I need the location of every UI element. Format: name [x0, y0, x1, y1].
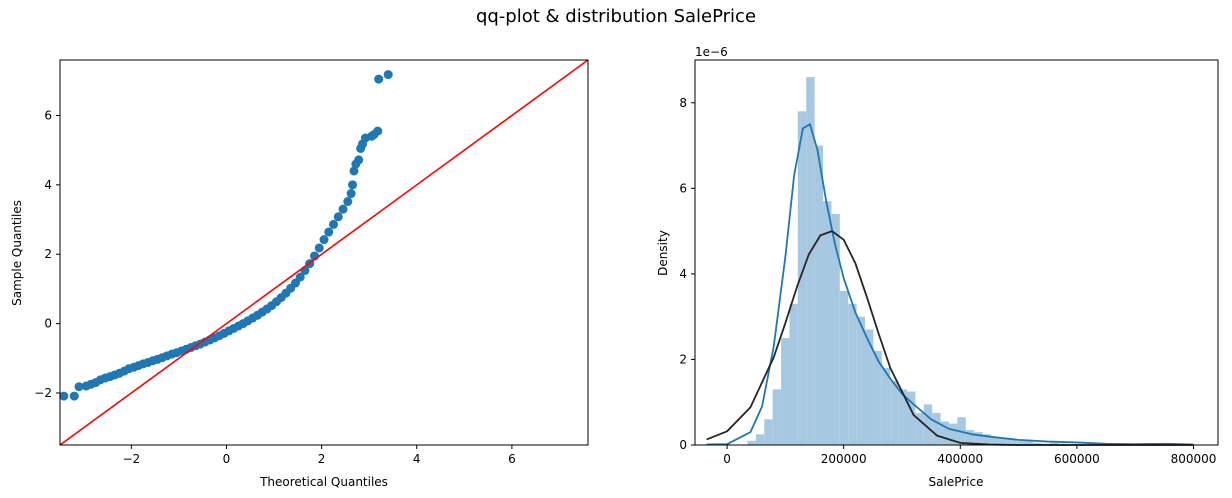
qq-point	[374, 74, 384, 84]
qq-x-axis-label: Theoretical Quantiles	[259, 475, 388, 489]
qq-point	[383, 70, 393, 80]
histogram-bar	[873, 350, 882, 445]
distribution-panel: 0 200000 400000 600000 800000 0 2 4 6 8 1e−6 Sal…	[656, 45, 1219, 489]
qq-point	[319, 235, 329, 245]
histogram-bar	[823, 201, 832, 445]
qq-point	[346, 189, 356, 199]
qq-y-tick-label: −2	[34, 386, 52, 400]
qq-x-tick-label: −2	[122, 452, 140, 466]
qq-point	[314, 243, 324, 253]
qq-reference-line	[59, 59, 589, 446]
histogram-bar	[764, 419, 773, 445]
histogram-bar	[940, 421, 949, 445]
histogram-bar	[814, 145, 824, 445]
dist-y-tick-label: 6	[679, 181, 687, 195]
dist-x-tick-label: 800000	[1171, 452, 1217, 466]
histogram-bar	[974, 432, 983, 445]
dist-y-axis-label: Density	[656, 230, 670, 276]
qq-y-axis-label: Sample Quantiles	[10, 200, 24, 306]
dist-y-tick-label: 8	[679, 96, 687, 110]
qq-x-ticks: −2 0 2 4 6	[122, 445, 516, 466]
dist-x-axis-label: SalePrice	[929, 475, 984, 489]
dist-x-ticks: 0 200000 400000 600000 800000	[723, 445, 1216, 466]
dist-y-tick-label: 0	[679, 438, 687, 452]
qq-x-tick-label: 6	[508, 452, 516, 466]
qq-x-tick-label: 0	[223, 452, 231, 466]
dist-x-tick-label: 400000	[937, 452, 983, 466]
histogram-bar	[839, 291, 849, 445]
histogram-bar	[890, 380, 899, 445]
qq-point	[373, 126, 383, 136]
histogram-bar	[932, 412, 941, 445]
qq-point	[338, 204, 348, 214]
qq-plot-frame	[59, 59, 589, 446]
dist-x-tick-label: 600000	[1054, 452, 1100, 466]
histogram-bar	[797, 111, 807, 445]
histogram-bars	[747, 77, 1168, 446]
dist-y-tick-label: 2	[679, 352, 687, 366]
histogram-bar	[772, 389, 782, 445]
qq-point	[348, 180, 358, 190]
histogram-bar	[1049, 442, 1059, 445]
histogram-bar	[990, 436, 1000, 445]
qq-points	[59, 70, 393, 401]
qq-y-ticks: −2 0 2 4 6	[34, 108, 60, 400]
dist-x-tick-label: 0	[723, 452, 731, 466]
histogram-bar	[907, 391, 916, 445]
histogram-bar	[856, 316, 866, 445]
qq-y-tick-label: 2	[44, 247, 52, 261]
qq-point	[74, 382, 84, 392]
dist-x-tick-label: 200000	[821, 452, 867, 466]
qq-plot-panel: −2 0 2 4 6 −2 0 2 4 6 Theoretical Quantiles Samp…	[10, 59, 589, 489]
qq-x-tick-label: 2	[318, 452, 326, 466]
histogram-bar	[923, 404, 933, 445]
histogram-bar	[1032, 442, 1042, 445]
dist-y-ticks: 0 2 4 6 8	[679, 96, 695, 452]
histogram-bar	[965, 430, 975, 445]
qq-y-tick-label: 4	[44, 178, 52, 192]
histogram-bar	[1007, 438, 1017, 445]
histogram-bar	[865, 329, 874, 445]
histogram-bar	[982, 434, 991, 445]
histogram-bar	[781, 338, 790, 445]
histogram-bar	[755, 434, 765, 445]
histogram-bar	[806, 77, 815, 446]
qq-point	[329, 219, 339, 229]
histogram-bar	[948, 423, 958, 445]
qq-point	[349, 166, 359, 176]
histogram-bar	[789, 303, 798, 445]
qq-point	[343, 197, 353, 207]
qq-point	[324, 227, 334, 237]
histogram-bar	[898, 389, 907, 445]
histogram-bar	[747, 440, 756, 445]
histogram-bar	[881, 368, 891, 445]
qq-point	[59, 391, 69, 401]
qq-reference-line-group	[59, 59, 589, 446]
histogram-bar	[848, 303, 857, 445]
histogram-bar	[915, 412, 924, 445]
qq-y-tick-label: 0	[44, 317, 52, 331]
kde-curve	[706, 123, 1194, 446]
histogram-bar	[1024, 440, 1033, 445]
qq-point	[354, 155, 364, 165]
qq-point	[295, 272, 305, 282]
histogram-bar	[999, 438, 1008, 445]
histogram-bar	[1016, 440, 1025, 445]
qq-point	[69, 391, 79, 401]
figure-title: qq-plot & distribution SalePrice	[475, 6, 757, 27]
histogram-bar	[831, 214, 840, 445]
qq-x-tick-label: 4	[413, 452, 421, 466]
qq-point	[333, 212, 343, 222]
dist-y-tick-label: 4	[679, 267, 687, 281]
distribution-frame	[694, 59, 1219, 446]
dist-y-scale-label: 1e−6	[695, 45, 728, 59]
qq-y-tick-label: 6	[44, 108, 52, 122]
